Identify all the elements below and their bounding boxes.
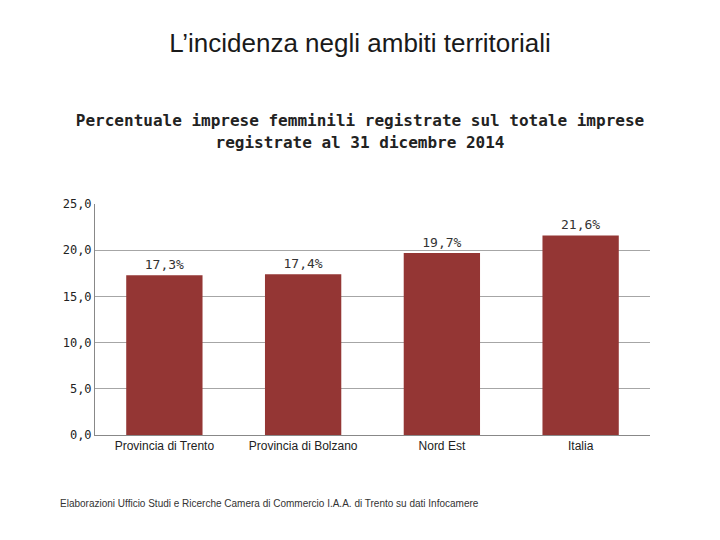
html-text:L’incidenza negli ambiti terri: L’incidenza negli ambiti territoriali <box>169 28 551 58</box>
html-text:Elaborazioni Ufficio Studi e R: Elaborazioni Ufficio Studi e Ricerche Ca… <box>60 498 479 509</box>
svg-text:Nord Est: Nord Est <box>419 439 466 453</box>
svg-text:10,0: 10,0 <box>63 336 92 350</box>
svg-text:15,0: 15,0 <box>63 290 92 304</box>
svg-text:25,0: 25,0 <box>63 197 92 211</box>
svg-text:17,3%: 17,3% <box>145 257 184 272</box>
svg-text:19,7%: 19,7% <box>422 235 461 250</box>
svg-text:17,4%: 17,4% <box>283 256 322 271</box>
svg-text:5,0: 5,0 <box>70 382 92 396</box>
svg-text:Italia: Italia <box>568 439 594 453</box>
html-text:Percentuale imprese femminili: Percentuale imprese femminili registrate… <box>75 111 645 152</box>
svg-text:Provincia di Bolzano: Provincia di Bolzano <box>249 439 358 453</box>
svg-text:0,0: 0,0 <box>70 428 92 442</box>
svg-text:21,6%: 21,6% <box>561 217 600 232</box>
svg-text:20,0: 20,0 <box>63 243 92 257</box>
svg-text:Provincia di Trento: Provincia di Trento <box>115 439 215 453</box>
